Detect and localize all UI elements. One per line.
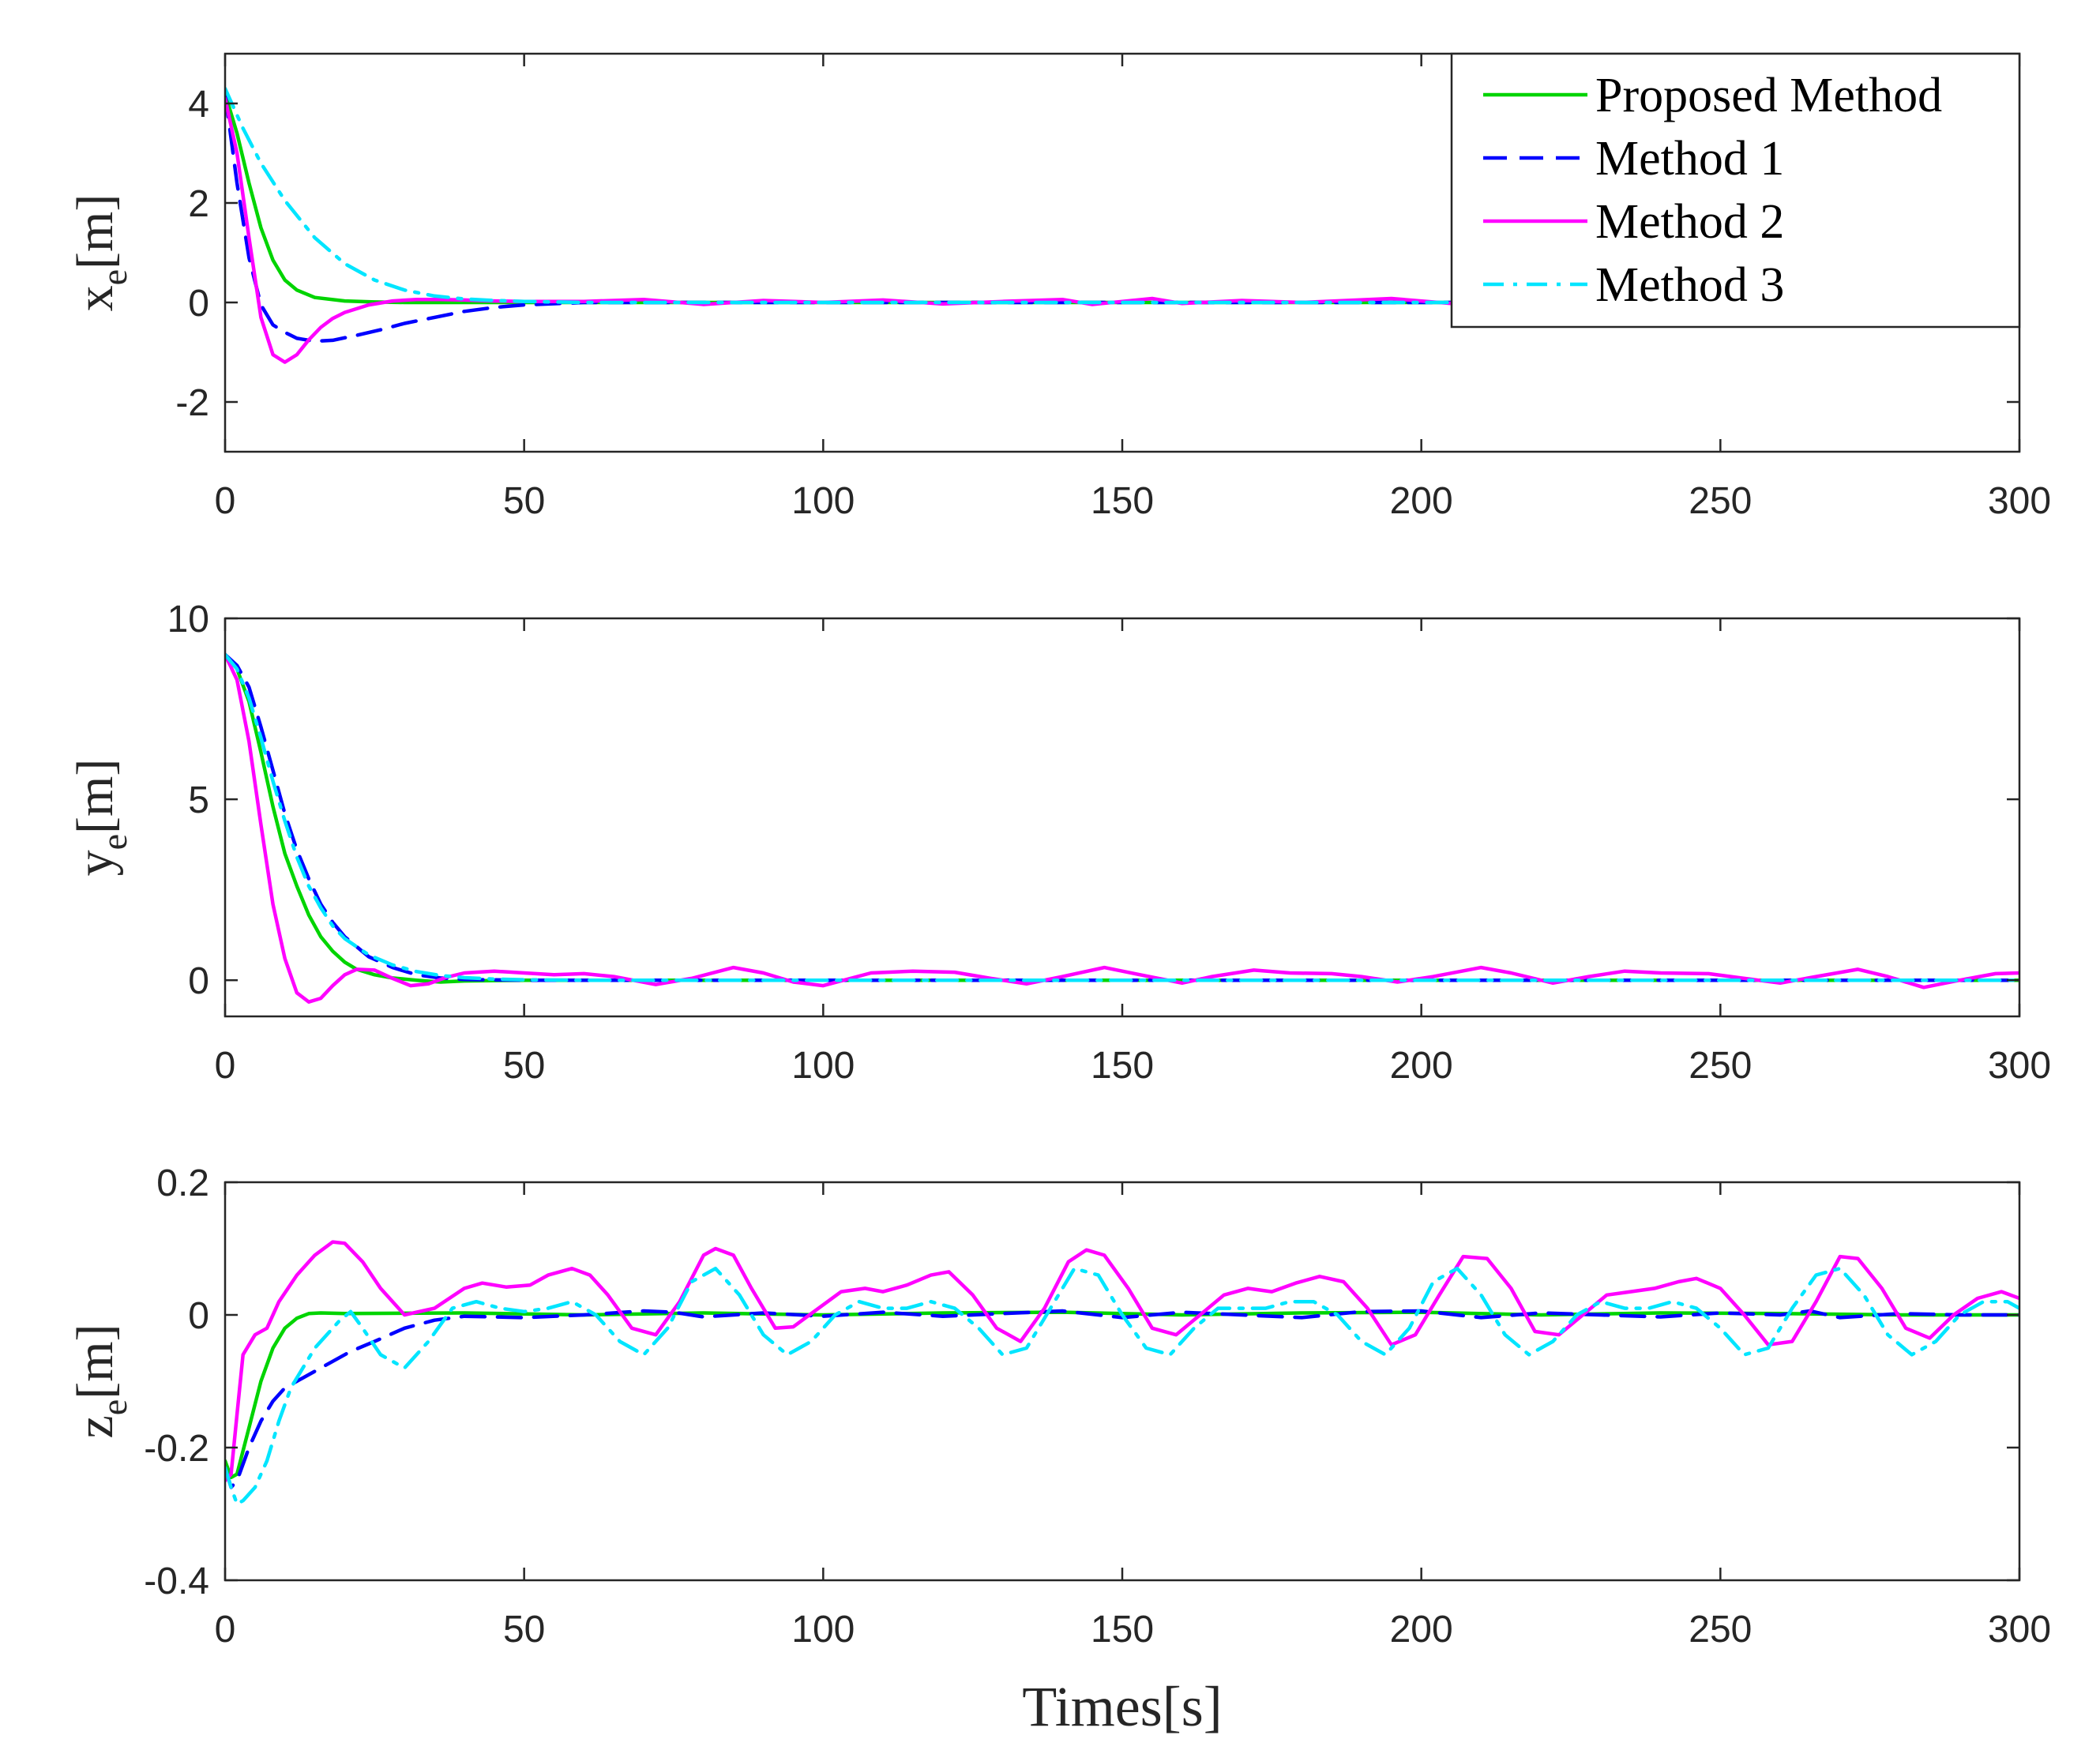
y-axis-label-sub: e [94, 269, 134, 285]
x-tick-label: 0 [215, 1045, 236, 1087]
x-tick-label: 250 [1689, 480, 1752, 522]
legend-label-proposed-method: Proposed Method [1595, 69, 1942, 122]
x-tick-label: 0 [215, 480, 236, 522]
series-group-xe [225, 86, 2019, 364]
series-line-xe-method-3 [225, 86, 1483, 305]
chart-ze: 0 50 100 150 200 250 300 -0.4 -0.2 0 0.2 ze[m] Times… [66, 1162, 2051, 1738]
y-axis-label-unit: [m] [66, 759, 124, 834]
legend-label-method-2: Method 2 [1595, 195, 1784, 249]
y-axis-label-unit: [m] [66, 1324, 124, 1399]
x-tick-label: 100 [791, 480, 855, 522]
y-tick-label: 2 [188, 183, 209, 225]
x-tick-label: 300 [1988, 1045, 2051, 1087]
chart-xe: 0 50 100 150 200 250 300 -2 0 2 4 xe[m] Proposed Met… [66, 52, 2051, 522]
series-group-ze [225, 1240, 2019, 1506]
x-tick-label: 200 [1390, 1609, 1453, 1651]
series-line-ze-method-2 [225, 1240, 2019, 1483]
y-tick-label: -0.2 [144, 1428, 209, 1470]
x-axis-label: Times[s] [1022, 1675, 1222, 1738]
y-axis-label-main: y [66, 850, 124, 876]
y-tick-label: 4 [188, 84, 209, 126]
y-tick-label: 0.2 [156, 1162, 209, 1204]
y-tick-label: -0.4 [144, 1561, 209, 1602]
y-axis-label-ye: ye[m] [66, 759, 134, 877]
y-tick-label: 0 [188, 1295, 209, 1337]
y-tick-label: -2 [175, 382, 209, 424]
y-axis-label-sub: e [94, 1399, 134, 1415]
y-axis-label-main: z [66, 1415, 124, 1438]
legend-box [1450, 52, 2021, 329]
x-tick-label: 150 [1091, 1609, 1154, 1651]
x-tick-label: 50 [503, 1609, 545, 1651]
x-tick-label: 50 [503, 1045, 545, 1087]
x-tick-label: 100 [791, 1609, 855, 1651]
chart-ye: 0 50 100 150 200 250 300 0 5 10 ye[m] [66, 599, 2051, 1087]
x-tick-label: 200 [1390, 480, 1453, 522]
series-line-ze-method-3 [225, 1266, 2019, 1506]
y-axis-label-unit: [m] [66, 194, 124, 269]
series-line-ye-proposed-method [225, 652, 2019, 984]
series-line-xe-proposed-method [225, 92, 2019, 305]
y-axis-label-main: x [66, 285, 124, 311]
x-tick-label: 200 [1390, 1045, 1453, 1087]
legend-label-method-3: Method 3 [1595, 258, 1784, 312]
x-tick-label: 50 [503, 480, 545, 522]
y-axis-label-xe: xe[m] [66, 194, 134, 312]
y-axis-label-sub: e [94, 834, 134, 850]
x-tick-label: 150 [1091, 1045, 1154, 1087]
x-tick-label: 300 [1988, 1609, 2051, 1651]
x-tick-label: 300 [1988, 480, 2051, 522]
x-tick-label: 250 [1689, 1609, 1752, 1651]
legend: Proposed Method Method 1 Method 2 Method 3 [1450, 52, 2021, 329]
y-tick-label: 0 [188, 283, 209, 325]
y-axis-label-ze: ze[m] [66, 1324, 134, 1438]
y-tick-label: 0 [188, 960, 209, 1002]
y-tick-label: 10 [167, 599, 209, 640]
series-line-ye-method-3 [225, 652, 2019, 982]
x-tick-label: 100 [791, 1045, 855, 1087]
x-tick-label: 150 [1091, 480, 1154, 522]
series-group-ye [225, 652, 2019, 1004]
y-tick-label: 5 [188, 779, 209, 821]
x-tick-label: 250 [1689, 1045, 1752, 1087]
series-line-ye-method-2 [225, 652, 2019, 1004]
x-tick-label: 0 [215, 1609, 236, 1651]
legend-label-method-1: Method 1 [1595, 132, 1784, 186]
